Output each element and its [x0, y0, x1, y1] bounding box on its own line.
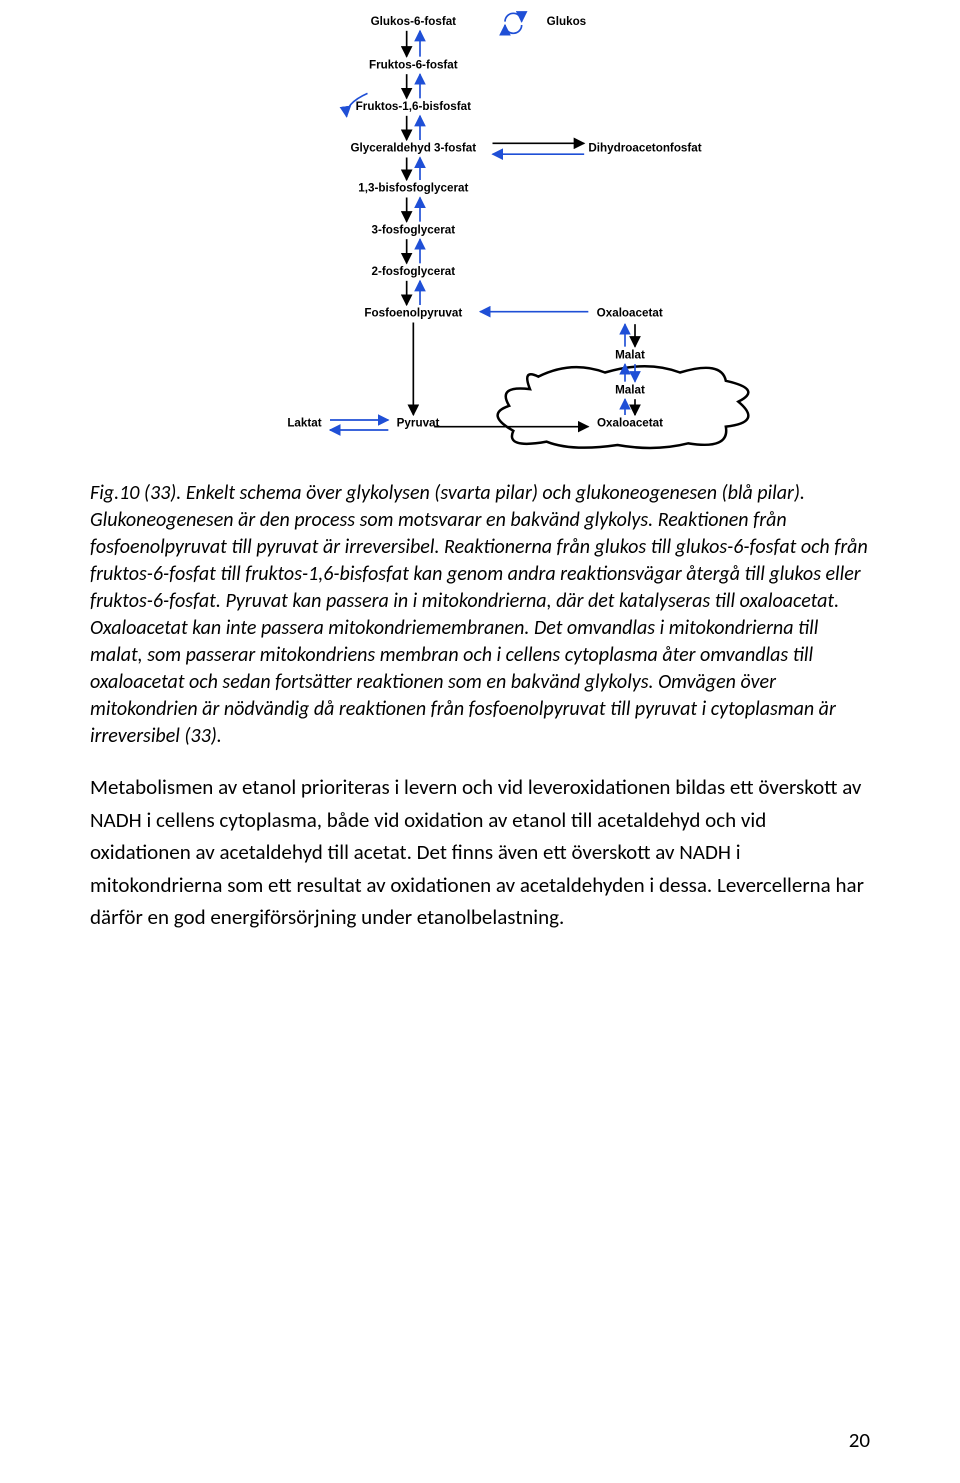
page: Glukos-6-fosfat Glukos Fruktos-6-fosfat Fru… [0, 0, 960, 1483]
svg-text:Pyruvat: Pyruvat [397, 417, 440, 430]
svg-text:Glukos: Glukos [547, 15, 587, 28]
page-number: 20 [849, 1427, 870, 1453]
svg-text:Laktat: Laktat [287, 417, 321, 430]
svg-text:Glukos-6-fosfat: Glukos-6-fosfat [371, 15, 457, 28]
svg-text:3-fosfoglycerat: 3-fosfoglycerat [372, 223, 456, 236]
svg-text:Malat: Malat [615, 348, 645, 361]
svg-text:Oxaloacetat: Oxaloacetat [597, 307, 663, 320]
glycolysis-diagram: Glukos-6-fosfat Glukos Fruktos-6-fosfat Fru… [180, 10, 780, 460]
body-paragraph: Metabolismen av etanol prioriteras i lev… [90, 771, 870, 934]
svg-text:Dihydroacetonfosfat: Dihydroacetonfosfat [588, 142, 701, 155]
svg-text:Fosfoenolpyruvat: Fosfoenolpyruvat [364, 307, 462, 320]
svg-text:1,3-bisfosfoglycerat: 1,3-bisfosfoglycerat [358, 182, 468, 195]
svg-text:Fruktos-6-fosfat: Fruktos-6-fosfat [369, 58, 458, 71]
svg-text:2-fosfoglycerat: 2-fosfoglycerat [372, 265, 456, 278]
svg-text:Oxaloacetat: Oxaloacetat [597, 417, 663, 430]
figure-caption: Fig.10 (33). Enkelt schema över glykolys… [90, 480, 870, 750]
svg-text:Fruktos-1,6-bisfosfat: Fruktos-1,6-bisfosfat [356, 100, 471, 113]
svg-text:Malat: Malat [615, 383, 645, 396]
svg-text:Glyceraldehyd 3-fosfat: Glyceraldehyd 3-fosfat [350, 142, 476, 155]
